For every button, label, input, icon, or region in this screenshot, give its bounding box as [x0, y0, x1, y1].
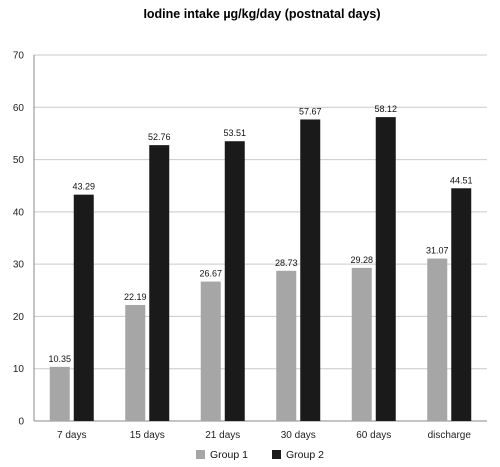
data-label: 43.29: [72, 182, 95, 192]
bar-group-1: [200, 281, 221, 421]
bar-group-2: [224, 141, 245, 421]
x-tick-label: 30 days: [281, 430, 316, 441]
x-axis: 7 days 15 days 21 days 30 days 60 days discha…: [57, 430, 471, 441]
data-label: 22.19: [124, 292, 147, 302]
data-label: 57.67: [299, 106, 322, 116]
data-label: 31.07: [426, 246, 449, 256]
y-tick-label: 60: [13, 103, 25, 114]
bar-group-1: [351, 267, 372, 421]
chart-title: Iodine intake µg/kg/day (postnatal days): [143, 7, 380, 21]
data-label: 29.28: [350, 255, 373, 265]
data-label: 44.51: [450, 175, 473, 185]
bar-group-2: [73, 194, 94, 421]
bar-group-2: [149, 145, 170, 421]
legend: Group 1 Group 2: [196, 449, 324, 461]
bar-group-1: [125, 304, 146, 421]
bar-group-2: [451, 188, 472, 421]
grid: [33, 54, 487, 422]
data-label: 53.51: [223, 128, 246, 138]
bars: [49, 117, 472, 422]
bar-group-2: [300, 119, 321, 421]
x-tick-label: 21 days: [205, 430, 240, 441]
legend-label: Group 2: [286, 449, 324, 461]
x-tick-label: 60 days: [356, 430, 391, 441]
bar-group-1: [427, 258, 448, 421]
y-tick-label: 70: [13, 51, 25, 62]
bar-group-1: [49, 366, 70, 421]
data-label: 28.73: [275, 258, 298, 268]
x-tick-label: 15 days: [130, 430, 165, 441]
data-label: 26.67: [199, 269, 222, 279]
y-tick-label: 30: [13, 260, 25, 271]
y-tick-label: 40: [13, 207, 25, 218]
data-label: 58.12: [374, 104, 397, 114]
legend-swatch: [272, 450, 281, 459]
y-tick-label: 20: [13, 312, 25, 323]
data-label: 52.76: [148, 132, 171, 142]
bar-group-1: [276, 270, 297, 421]
y-tick-label: 10: [13, 364, 25, 375]
y-tick-label: 50: [13, 155, 25, 166]
legend-label: Group 1: [210, 449, 248, 461]
data-labels: 10.35 43.29 22.19 52.76 26.67 53.51 28.73 57.67…: [48, 104, 472, 364]
legend-swatch: [196, 450, 205, 459]
data-label: 10.35: [48, 354, 71, 364]
x-tick-label: discharge: [428, 430, 472, 441]
y-axis: 0 10 20 30 40 50 60 70: [13, 51, 25, 428]
x-tick-label: 7 days: [57, 430, 86, 441]
y-tick-label: 0: [18, 417, 24, 428]
bar-group-2: [375, 117, 396, 422]
